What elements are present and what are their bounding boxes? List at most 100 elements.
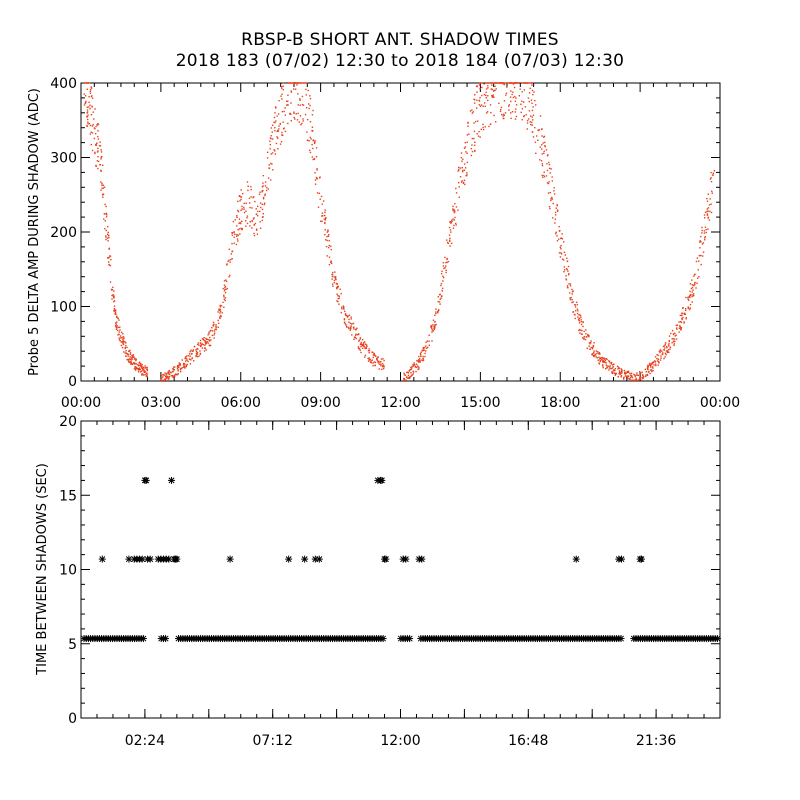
top-data-point: [591, 347, 594, 349]
top-data-point: [442, 280, 444, 282]
outlier-asterisk: [382, 555, 390, 563]
top-data-point: [290, 91, 293, 93]
top-data-point: [105, 205, 107, 208]
top-data-point: [364, 343, 367, 345]
top-data-point: [566, 260, 569, 262]
bottom-y-tick-label: 5: [68, 637, 77, 653]
top-data-point: [532, 93, 534, 96]
top-data-point: [86, 116, 89, 118]
top-data-point: [276, 136, 278, 138]
top-data-point: [597, 351, 599, 353]
top-data-point: [198, 344, 200, 346]
top-data-point: [476, 91, 478, 93]
top-data-point: [563, 270, 565, 273]
top-data-point: [219, 304, 221, 307]
top-data-point: [130, 363, 132, 365]
top-data-point: [219, 312, 221, 314]
top-data-point: [637, 379, 639, 381]
top-data-point: [322, 215, 324, 217]
bottom-plot-frame: [80, 420, 721, 719]
top-data-point: [705, 231, 708, 234]
top-data-point: [528, 100, 530, 103]
top-data-point: [203, 350, 206, 352]
top-data-point: [144, 371, 147, 373]
top-data-point: [128, 361, 131, 364]
top-data-point: [262, 189, 264, 192]
top-data-point: [524, 106, 527, 108]
top-data-point: [624, 375, 627, 377]
top-data-point: [114, 313, 116, 315]
top-y-tick-label: 0: [68, 374, 77, 390]
top-data-point: [436, 311, 439, 314]
top-data-point: [214, 328, 216, 331]
bottom-y-tick-label: 10: [59, 563, 77, 579]
top-data-point: [577, 319, 580, 321]
top-data-point: [442, 265, 445, 267]
top-data-point: [126, 358, 128, 361]
outlier-asterisk: [98, 555, 106, 563]
top-data-point: [620, 375, 623, 377]
top-x-tick-label: 15:00: [460, 395, 500, 411]
top-data-point: [323, 214, 326, 217]
top-data-point: [589, 343, 591, 345]
top-data-point: [539, 159, 541, 161]
top-data-point: [609, 362, 611, 364]
top-data-point: [94, 151, 96, 154]
top-data-point: [133, 357, 136, 359]
top-data-point: [278, 100, 280, 102]
top-data-point: [603, 357, 605, 359]
top-data-point: [106, 233, 109, 235]
top-data-point: [139, 368, 141, 371]
top-data-point: [115, 322, 117, 324]
top-data-point: [336, 286, 339, 289]
top-data-point: [113, 305, 116, 307]
top-data-point: [701, 232, 703, 234]
top-data-point: [116, 321, 118, 323]
top-data-point: [212, 325, 215, 327]
top-data-point: [626, 375, 629, 377]
top-data-point: [97, 123, 99, 125]
top-data-point: [355, 328, 357, 331]
top-data-point: [139, 362, 142, 365]
top-data-point: [403, 377, 405, 380]
top-data-point: [481, 86, 483, 89]
top-data-point: [342, 305, 345, 307]
top-data-point: [137, 371, 140, 373]
top-data-point: [124, 341, 126, 343]
top-data-point: [559, 256, 562, 258]
top-data-point: [578, 329, 580, 332]
top-data-point: [380, 358, 383, 360]
top-data-point: [668, 340, 670, 343]
top-data-point: [419, 361, 421, 363]
top-data-point: [526, 122, 529, 124]
top-data-point: [676, 328, 678, 330]
outlier-asterisk: [142, 476, 150, 484]
top-data-point: [121, 347, 124, 349]
top-data-point: [683, 321, 685, 323]
top-data-point: [224, 285, 227, 288]
top-data-point: [84, 95, 87, 97]
top-data-point: [288, 82, 290, 84]
top-data-point: [608, 367, 611, 369]
top-x-tick-label: 09:00: [300, 395, 340, 411]
top-data-point: [554, 218, 557, 220]
top-data-point: [578, 314, 580, 316]
top-data-point: [515, 97, 517, 99]
top-data-point: [452, 227, 455, 229]
top-data-point: [365, 346, 367, 349]
top-data-point: [337, 300, 339, 303]
top-data-point: [177, 364, 179, 367]
top-data-point: [652, 361, 655, 363]
top-data-point: [91, 97, 94, 99]
top-data-point: [680, 326, 683, 329]
top-y-tick-label: 200: [50, 225, 77, 241]
top-data-point: [350, 323, 353, 325]
top-data-point: [428, 340, 430, 342]
top-data-point: [336, 300, 338, 302]
top-data-point: [483, 102, 486, 104]
top-data-point: [518, 95, 520, 97]
top-data-point: [132, 354, 134, 357]
top-data-point: [531, 109, 534, 112]
top-data-point: [416, 366, 418, 369]
top-data-point: [538, 129, 540, 131]
